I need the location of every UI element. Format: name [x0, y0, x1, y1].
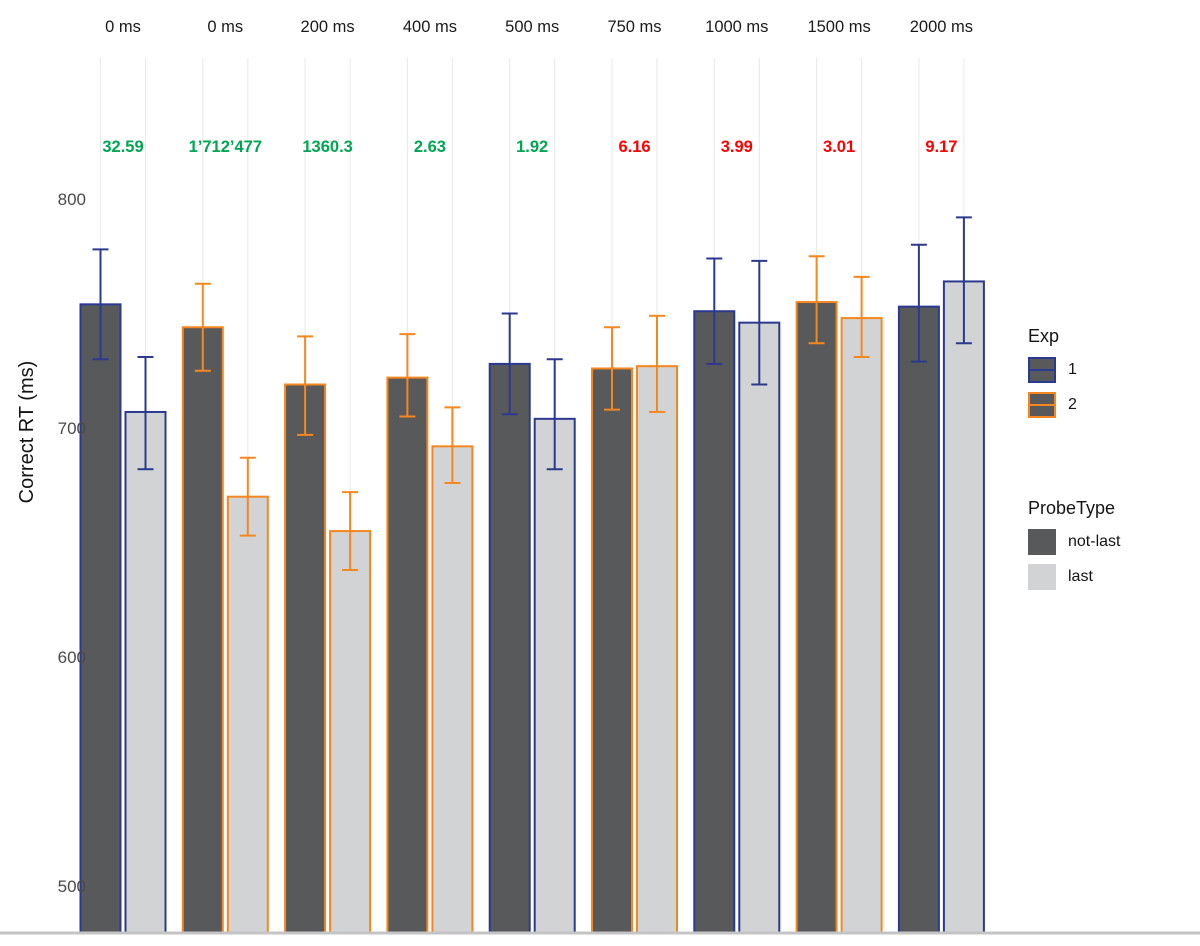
bayes-factor-label: 6.16	[618, 138, 650, 156]
error-bar	[706, 257, 723, 365]
legend-key-not-last	[1028, 529, 1056, 555]
legend-key-exp-2	[1028, 392, 1056, 418]
legend-label-last: last	[1068, 568, 1093, 585]
bars-layer	[79, 216, 985, 932]
error-bar	[399, 333, 416, 418]
bar-last	[840, 317, 883, 932]
error-bar	[444, 406, 461, 484]
legend-key-exp-1	[1028, 357, 1056, 383]
bar-not-last	[386, 376, 429, 932]
bar-not-last	[693, 310, 736, 932]
facet-label: 750 ms	[607, 18, 661, 36]
error-bar	[239, 456, 256, 537]
error-bar	[910, 243, 927, 363]
legend-label-exp-1: 1	[1068, 361, 1077, 378]
facet-label: 0 ms	[105, 18, 141, 36]
legend-item-exp-1: 1	[1028, 357, 1120, 383]
bar-last	[431, 445, 474, 932]
bar-not-last	[897, 305, 940, 932]
error-bar	[955, 216, 972, 345]
bayes-factor-label: 1.92	[516, 138, 548, 156]
legend-item-exp-2: 2	[1028, 392, 1120, 418]
legend-group-exp: Exp 1 2	[1028, 326, 1120, 418]
facet-label: 500 ms	[505, 18, 559, 36]
legend-key-last	[1028, 564, 1056, 590]
bar-last	[738, 321, 781, 932]
error-bar	[137, 356, 154, 471]
legend-label-not-last: not-last	[1068, 533, 1121, 550]
legend-key-errorbar-line-icon	[1030, 404, 1054, 406]
legend-label-exp-2: 2	[1068, 396, 1077, 413]
bar-last	[942, 280, 985, 932]
error-bar	[501, 312, 518, 416]
bayes-factor-label: 1360.3	[302, 138, 352, 156]
legend-group-probetype: ProbeType not-last last	[1028, 498, 1120, 590]
y-tick-label: 700	[58, 419, 86, 438]
facet-label: 400 ms	[403, 18, 457, 36]
error-bar	[342, 491, 359, 571]
facet-label: 200 ms	[301, 18, 355, 36]
bar-last	[329, 530, 372, 932]
bar-not-last	[79, 303, 122, 932]
y-tick-label: 800	[58, 190, 86, 209]
error-bar	[808, 255, 825, 345]
bayes-factor-label: 1’712’477	[189, 138, 262, 156]
bar-last	[533, 417, 576, 932]
bayes-factor-label: 9.17	[925, 138, 957, 156]
bar-last	[226, 495, 269, 932]
labels-layer: 0 ms 32.59 0 ms 1’712’477 200 ms 1360.3 400 ms…	[58, 18, 973, 896]
bar-not-last	[181, 326, 224, 932]
bayes-factor-label: 32.59	[102, 138, 143, 156]
bar-not-last	[591, 367, 633, 932]
bar-last	[124, 410, 167, 932]
legend-title-probetype: ProbeType	[1028, 498, 1116, 518]
legend-item-not-last: not-last	[1028, 529, 1120, 555]
y-tick-label: 600	[58, 648, 86, 667]
error-bar	[604, 326, 620, 411]
error-bar	[751, 259, 768, 386]
legend-item-last: last	[1028, 564, 1120, 590]
legend-key-errorbar-line-icon	[1030, 369, 1054, 371]
bayes-factor-label: 2.63	[414, 138, 446, 156]
error-bar	[297, 335, 314, 436]
facet-label: 1000 ms	[705, 18, 768, 36]
error-bar	[92, 248, 109, 361]
facet-label: 0 ms	[207, 18, 243, 36]
facet-label: 2000 ms	[910, 18, 973, 36]
legend: Exp 1 2 ProbeType not-last last	[1028, 326, 1120, 599]
bar-not-last	[488, 362, 531, 932]
bar-not-last	[795, 301, 838, 932]
error-bar	[853, 275, 870, 359]
error-bar	[649, 314, 665, 413]
facet-label: 1500 ms	[807, 18, 870, 36]
bayes-factor-label: 3.01	[823, 138, 855, 156]
error-bar	[194, 282, 211, 372]
bar-not-last	[284, 383, 327, 932]
bayes-factor-label: 3.99	[721, 138, 753, 156]
y-axis-title: Correct RT (ms)	[16, 360, 38, 504]
legend-title-exp: Exp	[1028, 326, 1060, 346]
y-tick-label: 500	[58, 877, 86, 896]
error-bar	[546, 358, 563, 471]
bar-last	[636, 365, 678, 932]
